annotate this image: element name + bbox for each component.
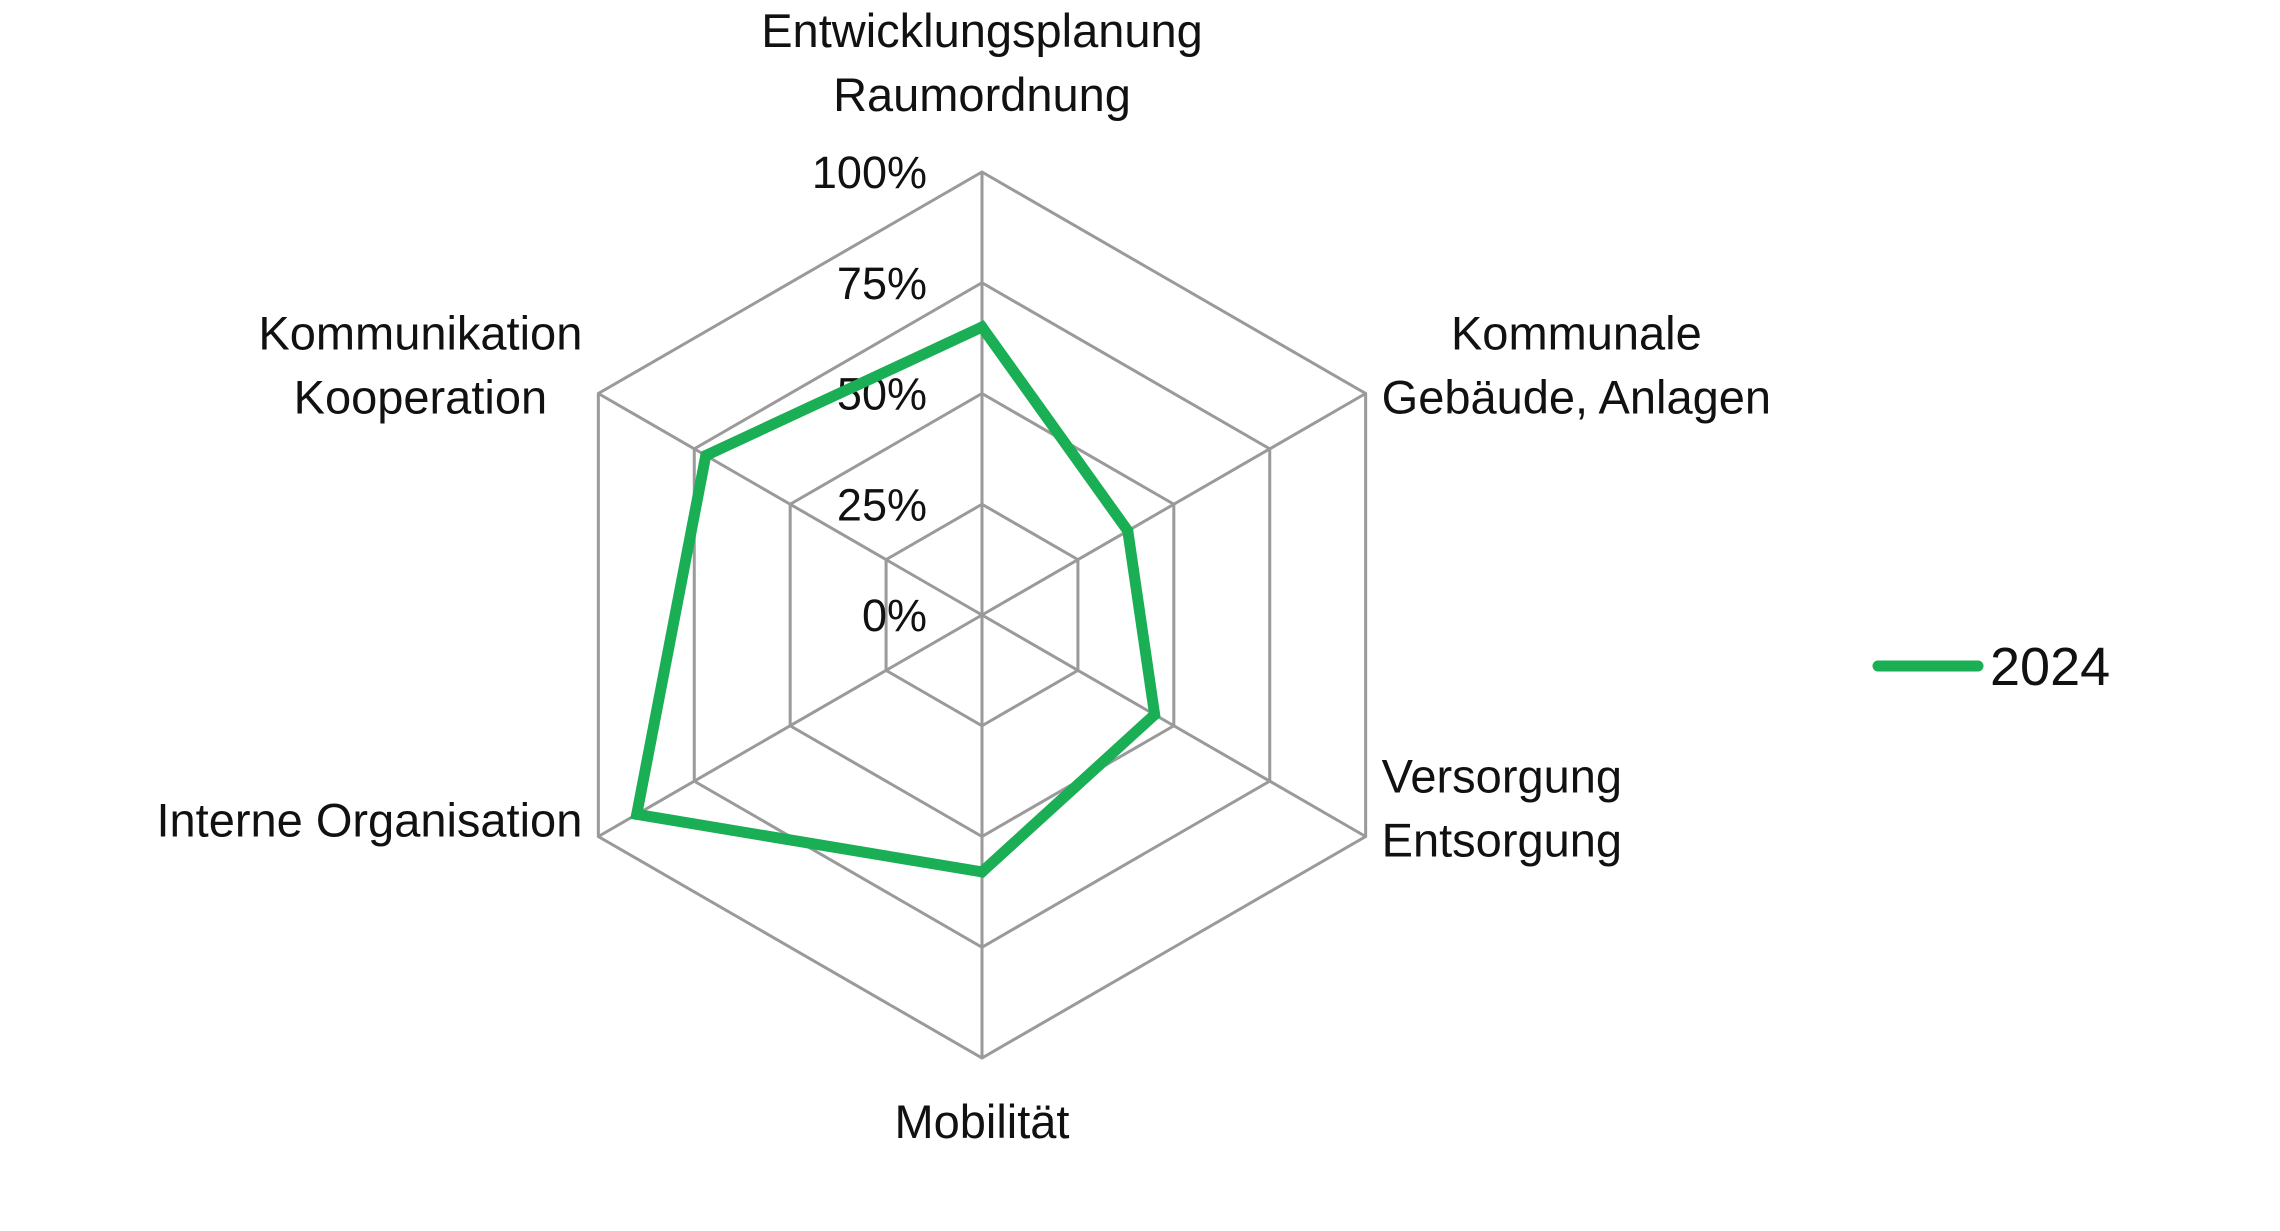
series-layer <box>630 320 1161 878</box>
data-point <box>1149 709 1161 721</box>
tick-label: 100% <box>812 147 927 198</box>
data-point <box>700 450 712 462</box>
category-label: Interne Organisation <box>156 794 582 847</box>
data-point <box>1122 525 1134 537</box>
data-point <box>976 866 988 878</box>
radar-grid <box>596 170 1368 1060</box>
axis-spoke-5 <box>597 392 983 617</box>
legend-label: 2024 <box>1990 637 2110 697</box>
tick-label: 0% <box>862 590 927 641</box>
radial-axis-ticks: 0%25%50%75%100% <box>812 147 927 641</box>
data-point <box>631 808 643 820</box>
tick-label: 75% <box>837 258 927 309</box>
axis-spoke-4 <box>597 613 983 838</box>
axis-spoke-2 <box>981 613 1367 838</box>
category-label: Versorgung Entsorgung <box>1382 750 1622 867</box>
tick-label: 25% <box>837 479 927 530</box>
category-labels: Entwicklungsplanung Raumordnung Kommunale G… <box>156 4 1771 1148</box>
legend: 2024 <box>1872 637 2110 697</box>
category-label: Kommunikation Kooperation <box>258 307 582 424</box>
category-label: Kommunale Gebäude, Anlagen <box>1382 307 1771 424</box>
data-point <box>976 321 988 333</box>
category-label: Entwicklungsplanung Raumordnung <box>761 4 1203 121</box>
axis-spoke-1 <box>981 392 1367 617</box>
category-label: Mobilität <box>894 1095 1069 1148</box>
